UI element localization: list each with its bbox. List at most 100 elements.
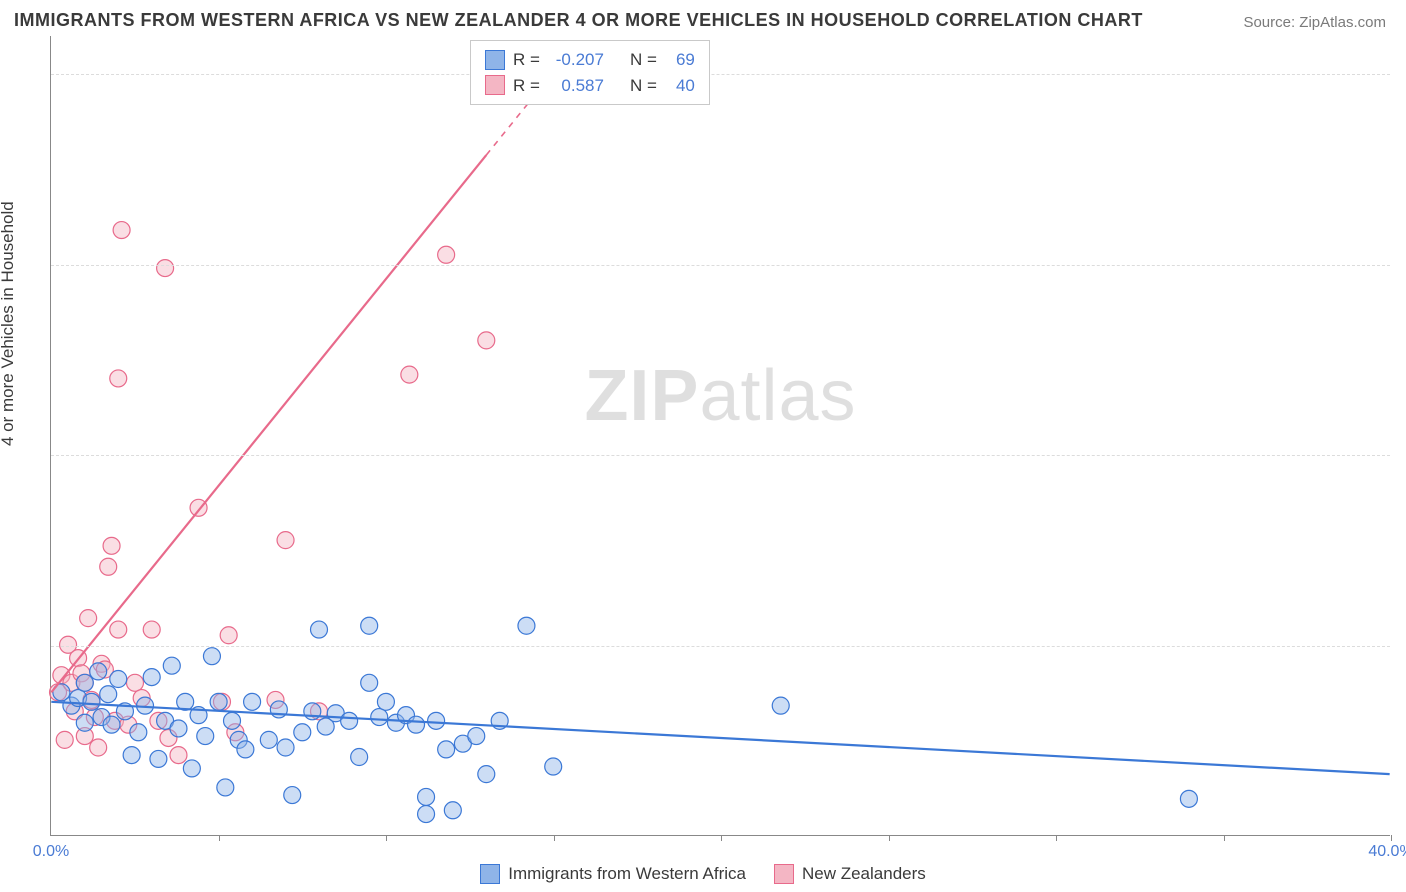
y-tick-label: 20.0% <box>1396 446 1406 464</box>
data-point <box>277 739 294 756</box>
gridline-h <box>51 646 1390 647</box>
stats-r-val-b: 0.587 <box>548 73 604 99</box>
stats-r-label: R = <box>513 47 540 73</box>
data-point <box>237 741 254 758</box>
data-point <box>444 802 461 819</box>
legend-swatch-pink <box>774 864 794 884</box>
data-point <box>110 370 127 387</box>
y-axis-label: 4 or more Vehicles in Household <box>0 201 18 446</box>
y-tick-label: 30.0% <box>1396 256 1406 274</box>
data-point <box>56 731 73 748</box>
data-point <box>468 728 485 745</box>
data-point <box>277 532 294 549</box>
data-point <box>103 716 120 733</box>
stats-row-series-b: R = 0.587 N = 40 <box>485 73 695 99</box>
data-point <box>284 787 301 804</box>
stats-n-label: N = <box>630 47 657 73</box>
data-point <box>1180 790 1197 807</box>
data-point <box>518 617 535 634</box>
data-point <box>163 657 180 674</box>
data-point <box>113 222 130 239</box>
data-point <box>545 758 562 775</box>
gridline-h <box>51 74 1390 75</box>
data-point <box>418 806 435 823</box>
data-point <box>197 728 214 745</box>
data-point <box>76 714 93 731</box>
data-point <box>143 669 160 686</box>
stats-n-label: N = <box>630 73 657 99</box>
data-point <box>418 788 435 805</box>
plot-area: ZIPatlas 10.0%20.0%30.0%40.0%0.0%40.0% <box>50 36 1390 836</box>
stats-r-label: R = <box>513 73 540 99</box>
data-point <box>294 724 311 741</box>
data-point <box>100 558 117 575</box>
data-point <box>80 610 97 627</box>
source-attribution: Source: ZipAtlas.com <box>1243 14 1386 31</box>
data-point <box>183 760 200 777</box>
data-point <box>126 674 143 691</box>
x-tick-mark <box>554 835 555 841</box>
data-point <box>351 749 368 766</box>
data-point <box>110 621 127 638</box>
data-point <box>170 747 187 764</box>
data-point <box>311 621 328 638</box>
legend-label-a: Immigrants from Western Africa <box>508 864 746 884</box>
data-point <box>76 674 93 691</box>
data-point <box>260 731 277 748</box>
gridline-h <box>51 455 1390 456</box>
data-point <box>90 663 107 680</box>
x-tick-mark <box>1391 835 1392 841</box>
x-tick-label: 0.0% <box>33 843 69 861</box>
x-tick-mark <box>1224 835 1225 841</box>
data-point <box>130 724 147 741</box>
data-point <box>150 750 167 767</box>
x-axis-legend: Immigrants from Western Africa New Zeala… <box>0 864 1406 884</box>
data-point <box>220 627 237 644</box>
legend-item-a: Immigrants from Western Africa <box>480 864 746 884</box>
stats-legend-box: R = -0.207 N = 69 R = 0.587 N = 40 <box>470 40 710 105</box>
x-tick-mark <box>721 835 722 841</box>
data-point <box>772 697 789 714</box>
legend-swatch-blue <box>480 864 500 884</box>
data-point <box>217 779 234 796</box>
legend-item-b: New Zealanders <box>774 864 926 884</box>
data-point <box>408 716 425 733</box>
x-tick-mark <box>889 835 890 841</box>
legend-label-b: New Zealanders <box>802 864 926 884</box>
stats-swatch-pink <box>485 75 505 95</box>
data-point <box>170 720 187 737</box>
data-point <box>428 712 445 729</box>
x-tick-mark <box>1056 835 1057 841</box>
x-tick-mark <box>219 835 220 841</box>
x-tick-label: 40.0% <box>1368 843 1406 861</box>
trend-line <box>51 702 1389 774</box>
data-point <box>83 693 100 710</box>
data-point <box>438 741 455 758</box>
data-point <box>90 739 107 756</box>
data-point <box>478 332 495 349</box>
data-point <box>143 621 160 638</box>
stats-row-series-a: R = -0.207 N = 69 <box>485 47 695 73</box>
data-point <box>377 693 394 710</box>
data-point <box>100 686 117 703</box>
data-point <box>224 712 241 729</box>
data-point <box>123 747 140 764</box>
y-tick-label: 40.0% <box>1396 65 1406 83</box>
data-point <box>401 366 418 383</box>
data-point <box>210 693 227 710</box>
y-tick-label: 10.0% <box>1396 637 1406 655</box>
data-point <box>361 617 378 634</box>
data-point <box>361 674 378 691</box>
data-point <box>478 766 495 783</box>
stats-swatch-blue <box>485 50 505 70</box>
data-point <box>244 693 261 710</box>
data-point <box>103 537 120 554</box>
gridline-h <box>51 265 1390 266</box>
stats-n-val-a: 69 <box>665 47 695 73</box>
data-point <box>438 246 455 263</box>
scatter-overlay <box>51 36 1390 835</box>
correlation-chart: IMMIGRANTS FROM WESTERN AFRICA VS NEW ZE… <box>0 0 1406 892</box>
chart-title: IMMIGRANTS FROM WESTERN AFRICA VS NEW ZE… <box>14 10 1143 31</box>
stats-r-val-a: -0.207 <box>548 47 604 73</box>
data-point <box>203 648 220 665</box>
